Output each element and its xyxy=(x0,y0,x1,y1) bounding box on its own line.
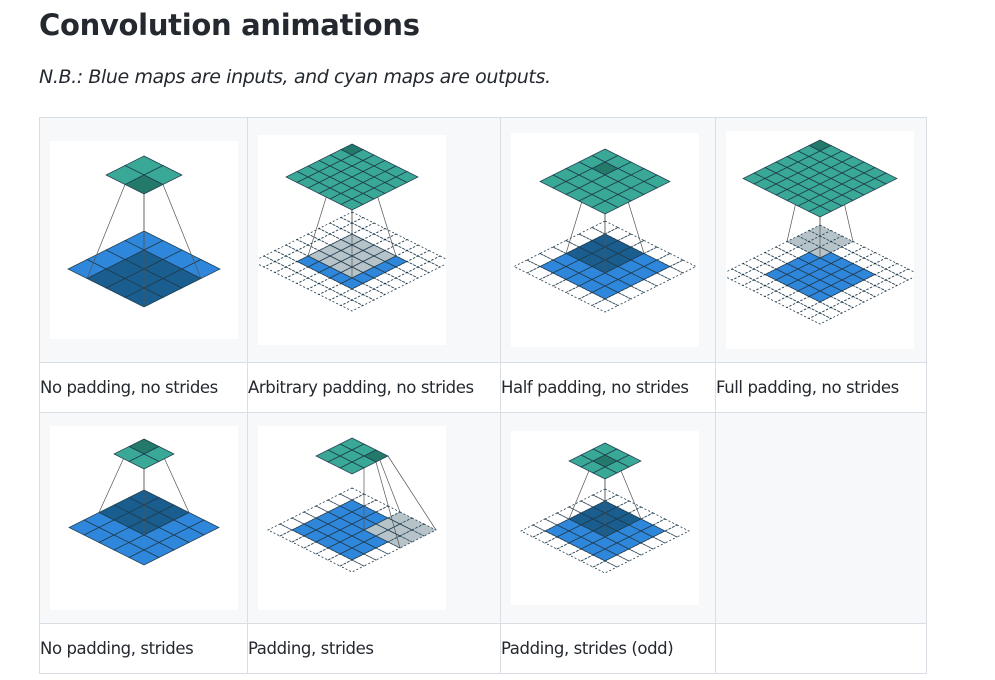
animation-padding-strides xyxy=(258,426,446,610)
animations-table: No padding, no strides Arbitrary padding… xyxy=(39,117,927,674)
animation-half-padding-no-strides xyxy=(511,133,699,347)
animation-cell xyxy=(39,117,248,363)
caption: Arbitrary padding, no strides xyxy=(247,362,501,413)
animation-full-padding-no-strides xyxy=(726,131,914,349)
output-map xyxy=(568,442,642,480)
animation-no-padding-strides xyxy=(50,426,238,610)
caption: No padding, no strides xyxy=(39,362,248,413)
animation-cell xyxy=(247,412,501,624)
output-map xyxy=(539,148,671,215)
output-map xyxy=(113,438,175,470)
animation-cell xyxy=(500,412,716,624)
output-map xyxy=(105,155,183,195)
convolution-illustration xyxy=(67,155,221,308)
animation-cell xyxy=(500,117,716,363)
caption: Full padding, no strides xyxy=(715,362,927,413)
animation-cell xyxy=(247,117,501,363)
caption: Half padding, no strides xyxy=(500,362,716,413)
animation-padding-strides-odd xyxy=(511,431,699,605)
page-title: Convolution animations xyxy=(39,8,420,42)
input-map xyxy=(726,224,914,325)
input-map xyxy=(68,489,220,566)
convolution-illustration xyxy=(267,437,437,573)
note-text: N.B.: Blue maps are inputs, and cyan map… xyxy=(39,66,551,88)
convolution-illustration xyxy=(513,148,697,313)
caption: No padding, strides xyxy=(39,623,248,674)
animation-no-padding-no-strides xyxy=(50,141,238,339)
empty-caption xyxy=(715,623,927,674)
empty-cell xyxy=(715,412,927,624)
animation-arbitrary-padding-no-strides xyxy=(258,135,446,345)
animation-cell xyxy=(39,412,248,624)
convolution-illustration xyxy=(726,139,914,325)
input-map xyxy=(267,487,437,573)
output-map xyxy=(285,143,419,211)
convolution-illustration xyxy=(68,438,220,566)
output-map xyxy=(742,139,898,218)
convolution-illustration xyxy=(258,143,446,312)
animation-cell xyxy=(715,117,927,363)
convolution-illustration xyxy=(520,442,690,574)
caption: Padding, strides (odd) xyxy=(500,623,716,674)
caption: Padding, strides xyxy=(247,623,501,674)
output-map xyxy=(315,437,389,475)
